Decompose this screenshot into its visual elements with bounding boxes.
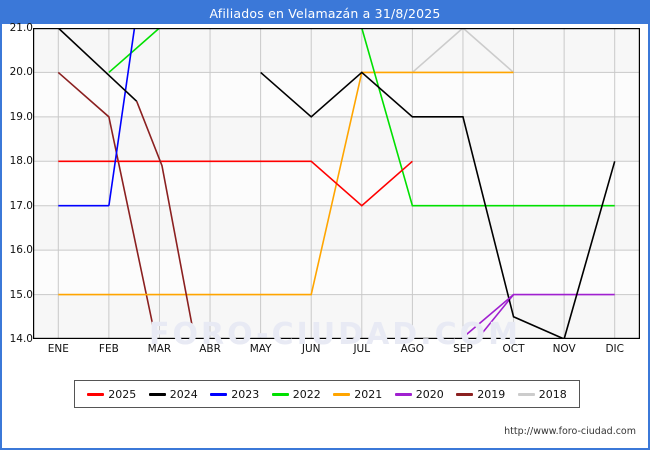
legend-item-2022[interactable]: 2022 xyxy=(271,387,321,401)
legend-item-2019[interactable]: 2019 xyxy=(456,388,505,401)
x-axis-tick-label-oct: OCT xyxy=(502,343,525,355)
y-axis-tick-label: 15.0 xyxy=(9,288,33,301)
legend-label: 2018 xyxy=(538,387,567,401)
legend: 2025 2024 2023 2022 2021 2020 2019 2018 xyxy=(74,380,580,408)
plot-bands xyxy=(33,28,640,339)
legend-swatch-icon-2025 xyxy=(87,392,105,396)
x-axis-tick-label-sep: SEP xyxy=(453,343,473,355)
series-line-2022 xyxy=(361,28,615,207)
series-line-2019-drop xyxy=(135,101,196,339)
x-axis-tick-label-mar: MAR xyxy=(147,343,172,355)
legend-swatch-icon-2023 xyxy=(210,392,228,396)
legend-item-2023[interactable]: 2023 xyxy=(210,388,259,401)
series-line-2020-rise xyxy=(459,293,515,339)
legend-label: 2025 xyxy=(108,387,137,401)
x-axis: ENE FEB MAR ABR MAY JUN JUL AGO SEP OCT NOV DIC xyxy=(2,340,650,362)
legend-label: 2019 xyxy=(477,387,506,401)
x-axis-tick-label-dic: DIC xyxy=(605,343,624,355)
plot-border xyxy=(33,28,640,339)
series-line-2021 xyxy=(58,71,514,296)
x-axis-tick-label-ene: ENE xyxy=(47,343,69,355)
series-line-2022 xyxy=(108,28,160,74)
series-lines xyxy=(57,28,616,339)
legend-label: 2023 xyxy=(231,387,260,401)
y-axis-tick-label: 14.0 xyxy=(9,333,33,345)
legend-item-2018[interactable]: 2018 xyxy=(517,387,567,401)
legend-swatch-icon-2018 xyxy=(517,392,535,396)
series-line-2025 xyxy=(58,160,413,207)
x-axis-tick-label-feb: FEB xyxy=(98,343,119,355)
legend-label: 2022 xyxy=(292,387,321,401)
y-axis-tick-label: 16.0 xyxy=(9,244,33,257)
chart-svg xyxy=(33,28,640,339)
legend-item-2024[interactable]: 2024 xyxy=(148,387,198,401)
x-axis-tick-label-jun: JUN xyxy=(301,343,321,355)
x-axis-tick-label-ago: AGO xyxy=(400,343,425,355)
y-axis-tick-label: 21.0 xyxy=(9,22,33,34)
x-axis-tick-label-nov: NOV xyxy=(552,343,576,355)
legend-swatch-icon-2020 xyxy=(394,392,412,396)
y-axis: 14.0 15.0 16.0 17.0 18.0 19.0 20.0 21.0 xyxy=(2,2,35,450)
page-title: Afiliados en Velamazán a 31/8/2025 xyxy=(209,5,441,21)
y-axis-tick-label: 17.0 xyxy=(9,199,33,212)
y-axis-tick-label: 18.0 xyxy=(9,155,33,168)
y-axis-tick-label: 19.0 xyxy=(9,110,33,123)
series-line-2019 xyxy=(57,71,157,339)
legend-swatch-icon-2021 xyxy=(333,392,351,396)
legend-swatch-icon-2022 xyxy=(271,392,289,396)
footer-url: http://www.foro-ciudad.com xyxy=(504,426,636,437)
legend-swatch-icon-2024 xyxy=(148,392,166,396)
series-line-2018 xyxy=(411,28,515,74)
title-bar: Afiliados en Velamazán a 31/8/2025 xyxy=(2,2,648,24)
legend-item-2020[interactable]: 2020 xyxy=(394,387,444,401)
x-axis-tick-label-jul: JUL xyxy=(353,343,371,355)
legend-label: 2024 xyxy=(169,387,198,401)
legend-item-2021[interactable]: 2021 xyxy=(333,388,382,401)
series-line-2024 xyxy=(260,71,616,339)
x-axis-tick-label-abr: ABR xyxy=(199,343,221,355)
legend-label: 2020 xyxy=(415,387,444,401)
y-axis-tick-label: 20.0 xyxy=(9,66,33,79)
series-line-2024-start xyxy=(57,28,138,102)
legend-label: 2021 xyxy=(354,387,383,401)
x-axis-tick-label-may: MAY xyxy=(249,343,272,355)
plot-area xyxy=(33,28,640,339)
series-line-2020 xyxy=(476,293,615,339)
series-line-2023-rise xyxy=(108,28,136,206)
legend-swatch-icon-2019 xyxy=(456,392,474,396)
legend-item-2025[interactable]: 2025 xyxy=(87,388,136,401)
